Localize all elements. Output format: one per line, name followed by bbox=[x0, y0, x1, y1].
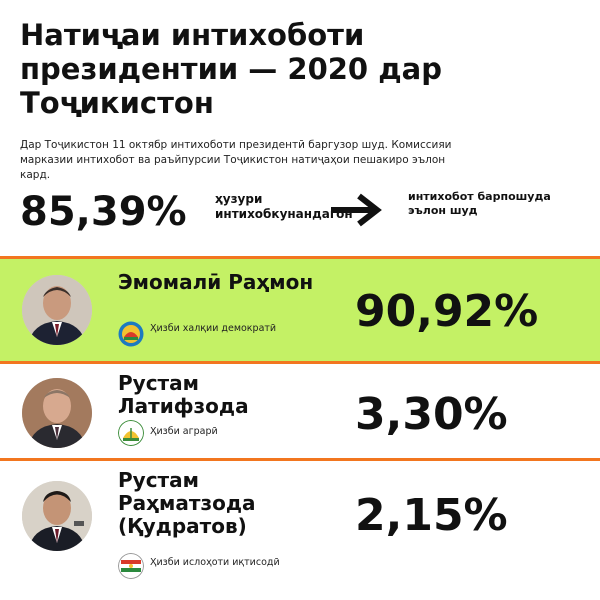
arrow-right-icon bbox=[331, 193, 382, 227]
table-row: Рустам Раҳматзода (Қудратов) Ҳизби ислоҳ… bbox=[0, 461, 600, 600]
turnout-value: 85,39% bbox=[20, 189, 187, 235]
party-name: Ҳизби аграрӣ bbox=[150, 426, 218, 437]
vote-percentage: 3,30% bbox=[355, 389, 508, 440]
vote-percentage: 2,15% bbox=[355, 490, 508, 541]
separator-line bbox=[0, 458, 600, 461]
party-name: Ҳизби халқии демократӣ bbox=[150, 323, 277, 334]
intro-text: Дар Тоҷикистон 11 октябр интихоботи през… bbox=[20, 139, 452, 181]
party-logo-icon bbox=[118, 420, 144, 446]
party-logo-icon bbox=[118, 321, 144, 347]
candidate-name: Рустам Латифзода bbox=[118, 371, 249, 418]
avatar bbox=[22, 481, 92, 551]
avatar bbox=[22, 378, 92, 448]
party-name: Ҳизби ислоҳоти иқтисодӣ bbox=[150, 557, 280, 568]
vote-percentage: 90,92% bbox=[355, 286, 539, 337]
portrait-icon bbox=[22, 275, 92, 345]
candidate-name: Эмомалӣ Раҳмон bbox=[118, 270, 314, 294]
turnout-label: ҳузури интихобкунандагон bbox=[215, 192, 353, 221]
page-title: Натиҷаи интихоботи президентии — 2020 да… bbox=[20, 18, 442, 120]
result-label: интихобот барпошуда эълон шуд bbox=[408, 190, 551, 217]
avatar bbox=[22, 275, 92, 345]
party-logo-icon bbox=[118, 553, 144, 579]
candidate-name: Рустам Раҳматзода (Қудратов) bbox=[118, 468, 256, 538]
portrait-icon bbox=[22, 378, 92, 448]
portrait-icon bbox=[22, 481, 92, 551]
table-row: Рустам Латифзода Ҳизби аграрӣ 3,30% bbox=[0, 364, 600, 458]
table-row: Эмомалӣ Раҳмон Ҳизби халқии демократӣ 90… bbox=[0, 259, 600, 361]
separator-line bbox=[0, 256, 600, 259]
separator-line bbox=[0, 361, 600, 364]
